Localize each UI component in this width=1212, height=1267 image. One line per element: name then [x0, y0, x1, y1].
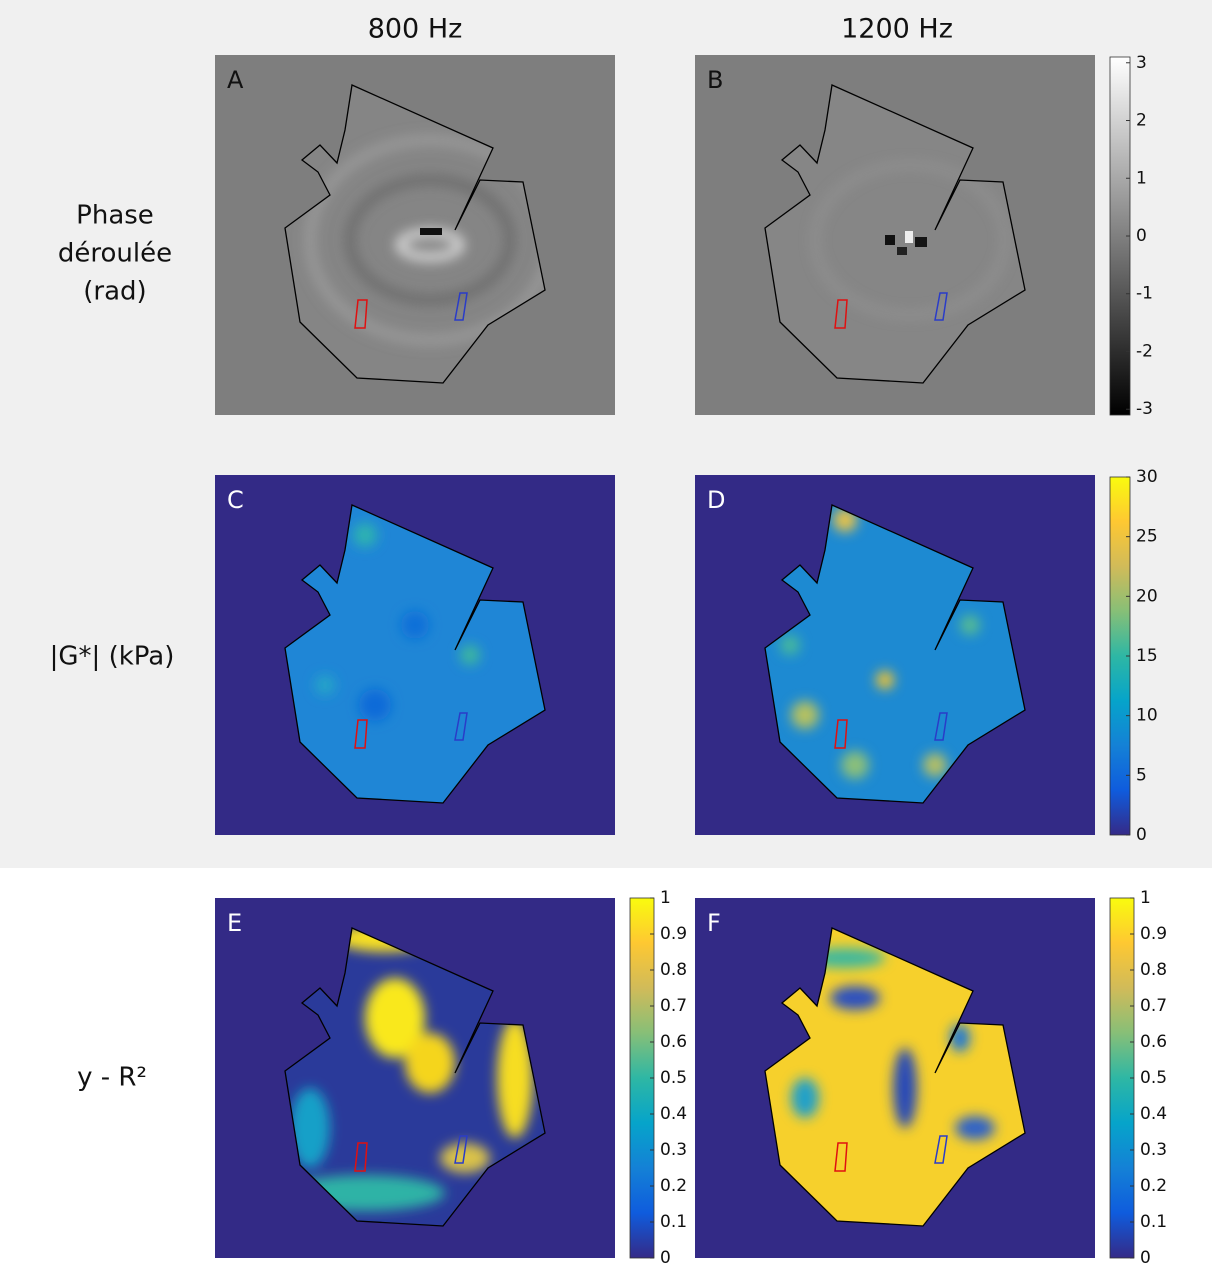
colorbar-tick-label: 3 [1136, 53, 1147, 73]
colorbar-tick-label: 0.8 [660, 960, 687, 980]
colorbar-tick-label: 5 [1136, 765, 1147, 785]
colorbar-tick-label: 0.7 [660, 996, 687, 1016]
column-title: 1200 Hz [841, 14, 953, 45]
panel-label: B [707, 66, 723, 94]
colorbar-tick-label: -2 [1136, 341, 1153, 361]
panel-label: C [227, 486, 244, 514]
colorbar-tick-label: 0.6 [1140, 1032, 1167, 1052]
panel-label: A [227, 66, 244, 94]
colorbar-tick-label: 0.8 [1140, 960, 1167, 980]
colorbar-tick-label: 0.4 [1140, 1104, 1167, 1124]
image-panel: F [695, 898, 1095, 1258]
colorbar-tick-label: 25 [1136, 527, 1158, 547]
colorbar-tick-label: 20 [1136, 586, 1158, 606]
row-label: y - R² [77, 1063, 147, 1093]
image-panel: A [215, 55, 615, 415]
colorbar-tick-label: 0.3 [1140, 1140, 1167, 1160]
colorbar-tick-label: 1 [660, 888, 671, 908]
panel-label: D [707, 486, 725, 514]
colorbar-tick-label: 0.4 [660, 1104, 687, 1124]
colorbar-tick-label: 0.1 [660, 1212, 687, 1232]
colorbar-tick-label: -3 [1136, 399, 1153, 419]
colorbar-tick-label: 0.2 [1140, 1176, 1167, 1196]
colorbar-tick-label: 15 [1136, 646, 1158, 666]
image-panel: E [215, 898, 615, 1258]
colorbar-tick-label: 30 [1136, 467, 1158, 487]
image-panel: C [215, 475, 615, 835]
colorbar-tick-label: 0.9 [660, 924, 687, 944]
image-panel: D [695, 475, 1095, 835]
colorbar-tick-label: 0.6 [660, 1032, 687, 1052]
column-title: 800 Hz [368, 14, 463, 45]
colorbar-tick-label: 0.1 [1140, 1212, 1167, 1232]
colorbar-tick-label: 0 [1136, 825, 1147, 845]
panel-label: E [227, 909, 242, 937]
colorbar-tick-label: 1 [1136, 168, 1147, 188]
colorbar-tick-label: 0.7 [1140, 996, 1167, 1016]
colorbar-tick-label: 2 [1136, 111, 1147, 131]
colorbar-tick-label: 0.5 [1140, 1068, 1167, 1088]
colorbar-tick-label: 10 [1136, 706, 1158, 726]
colorbar-tick-label: -1 [1136, 284, 1153, 304]
colorbar-tick-label: 0 [1136, 226, 1147, 246]
colorbar-tick-label: 0.2 [660, 1176, 687, 1196]
colorbar-tick-label: 0 [660, 1248, 671, 1267]
colorbar-tick-label: 0.3 [660, 1140, 687, 1160]
colorbar-tick-label: 0.5 [660, 1068, 687, 1088]
colorbar-tick-label: 1 [1140, 888, 1151, 908]
row-label: déroulée [58, 239, 172, 269]
row-label: Phase [76, 201, 154, 231]
colorbar-tick-label: 0.9 [1140, 924, 1167, 944]
row-label: |G*| (kPa) [50, 642, 175, 672]
row-label: (rad) [83, 277, 146, 307]
panel-label: F [707, 909, 721, 937]
colorbar-tick-label: 0 [1140, 1248, 1151, 1267]
image-panel: B [695, 55, 1095, 415]
